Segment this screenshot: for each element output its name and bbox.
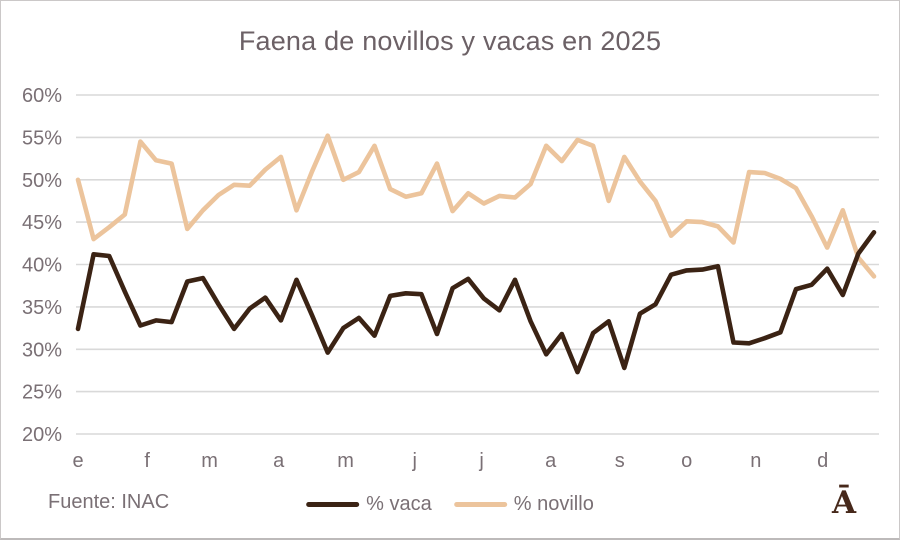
legend-label-novillo: % novillo xyxy=(513,493,594,515)
novillo-line-swatch xyxy=(453,502,507,507)
x-tick-label: o xyxy=(681,450,692,472)
legend-item-novillo: % novillo xyxy=(453,493,594,516)
x-tick-label: f xyxy=(144,450,150,472)
x-tick-label: j xyxy=(478,450,483,472)
brand-logo: Ā xyxy=(832,485,857,521)
x-tick-label: s xyxy=(615,450,625,472)
y-tick-label: 60% xyxy=(22,85,62,107)
legend-item-vaca: % vaca xyxy=(306,493,432,516)
y-tick-label: 50% xyxy=(22,170,62,192)
vaca-line-swatch xyxy=(306,502,360,507)
y-tick-label: 30% xyxy=(22,339,62,361)
legend: % vaca % novillo xyxy=(306,493,594,516)
x-tick-label: a xyxy=(545,450,557,472)
x-tick-label: e xyxy=(72,450,83,472)
y-tick-label: 35% xyxy=(22,297,62,319)
x-tick-label: j xyxy=(411,450,416,472)
x-tick-label: d xyxy=(817,450,828,472)
y-tick-label: 20% xyxy=(22,424,62,446)
y-tick-label: 55% xyxy=(22,127,62,149)
x-tick-label: m xyxy=(201,450,218,472)
y-tick-label: 40% xyxy=(22,255,62,277)
y-tick-label: 45% xyxy=(22,212,62,234)
chart-title: Faena de novillos y vacas en 2025 xyxy=(238,26,662,56)
y-tick-label: 25% xyxy=(22,382,62,404)
x-tick-label: a xyxy=(273,450,285,472)
source-note: Fuente: INAC xyxy=(48,491,170,513)
x-tick-label: m xyxy=(337,450,354,472)
series-line-vaca xyxy=(75,230,877,375)
legend-label-vaca: % vaca xyxy=(366,493,432,515)
series-line-novillo xyxy=(75,133,877,279)
x-tick-label: n xyxy=(750,450,761,472)
